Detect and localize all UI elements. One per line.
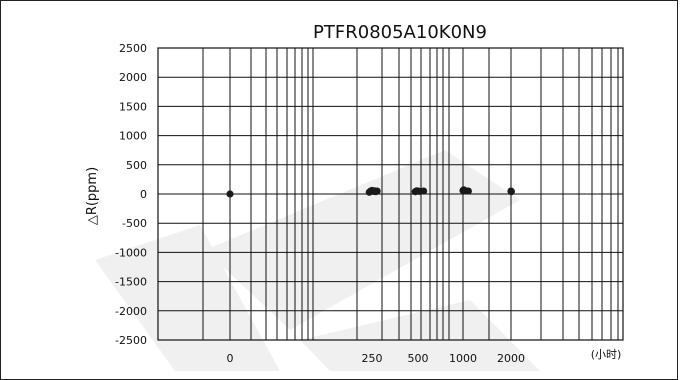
x-axis-unit-label: (小时) [591,348,622,361]
x-axis-tick-labels: 0 250 500 1000 2000 [227,352,526,365]
chart-svg: PTFR0805A10K0N9 25002000150010005000-500… [85,22,624,371]
x-tick-label: 2000 [497,352,525,365]
data-point [226,190,234,198]
y-tick-label: 2500 [119,42,147,55]
data-point [419,187,428,195]
y-tick-label: -2000 [115,305,147,318]
y-tick-label: -1000 [115,246,147,259]
x-tick-label: 0 [227,352,234,365]
data-point [373,187,381,195]
y-tick-label: 500 [126,159,147,172]
chart-title: PTFR0805A10K0N9 [313,22,487,43]
y-tick-label: 0 [140,188,147,201]
data-points [226,186,515,198]
data-point [464,187,472,195]
data-point [507,188,515,196]
x-tick-label: 250 [362,352,383,365]
y-tick-label: -500 [122,217,147,230]
y-axis-label: △R(ppm) [85,167,100,225]
x-tick-label: 500 [408,352,429,365]
plot-area-border [157,47,624,341]
x-tick-label: 1000 [449,352,477,365]
y-tick-label: 2000 [119,71,147,84]
y-tick-label: -1500 [115,276,147,289]
y-axis-tick-labels: 2500 2000 1500 1000 500 0 -500 -1000 -1500 -2000 -… [115,42,147,347]
watermark [95,150,540,371]
y-tick-label: -2500 [115,334,147,347]
y-tick-label: 1000 [119,130,147,143]
y-tick-label: 1500 [119,100,147,113]
